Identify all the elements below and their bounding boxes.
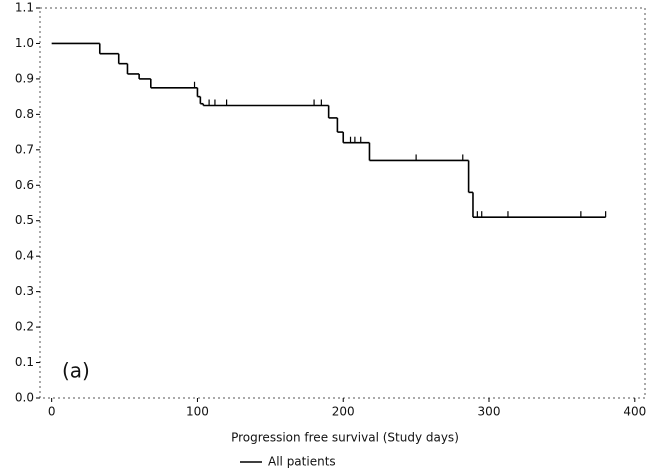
y-tick-label: 0.2 bbox=[15, 320, 34, 334]
plot-frame bbox=[39, 7, 646, 399]
y-tick-label: 0.4 bbox=[15, 249, 34, 263]
y-tick-label: 0.0 bbox=[15, 391, 34, 405]
x-tick-label: 100 bbox=[186, 405, 209, 419]
x-tick-label: 200 bbox=[332, 405, 355, 419]
x-tick-label: 400 bbox=[623, 405, 646, 419]
y-tick-label: 0.5 bbox=[15, 213, 34, 227]
y-tick-label: 0.6 bbox=[15, 178, 34, 192]
y-tick-label: 0.3 bbox=[15, 284, 34, 298]
x-axis-label: Progression free survival (Study days) bbox=[231, 431, 459, 445]
y-tick-label: 0.7 bbox=[15, 142, 34, 156]
y-tick-label: 1.1 bbox=[15, 1, 34, 15]
x-tick-label: 0 bbox=[48, 405, 56, 419]
panel-label: (a) bbox=[62, 359, 90, 383]
y-tick-label: 0.8 bbox=[15, 107, 34, 121]
legend-label: All patients bbox=[268, 455, 336, 469]
y-tick-label: 0.1 bbox=[15, 355, 34, 369]
y-tick-label: 1.0 bbox=[15, 36, 34, 50]
x-tick-label: 300 bbox=[478, 405, 501, 419]
y-tick-label: 0.9 bbox=[15, 71, 34, 85]
